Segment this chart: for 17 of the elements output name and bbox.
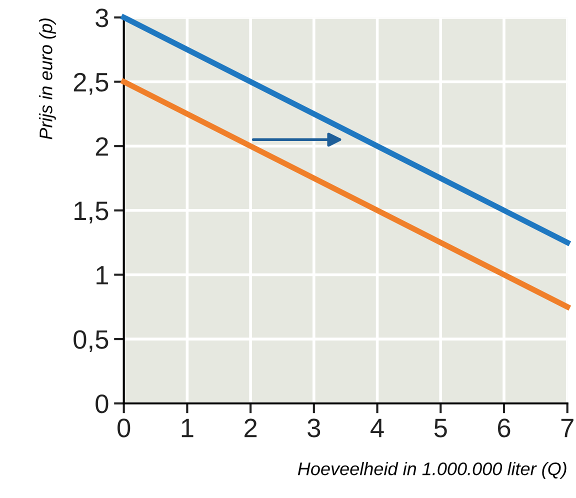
- y-tick-label: 3: [96, 8, 108, 28]
- x-tick-label: 2: [244, 418, 257, 438]
- y-tick-label: 2: [96, 137, 108, 156]
- x-tick-label: 1: [182, 418, 194, 438]
- x-tick-label: 5: [434, 418, 447, 438]
- y-tick-label: 1: [96, 266, 108, 284]
- y-axis-title: Prijs in euro (p): [39, 18, 56, 140]
- x-tick-label: 0: [118, 418, 130, 438]
- y-tick-label: 0,5: [74, 330, 108, 352]
- x-tick-label: 4: [370, 418, 384, 438]
- y-tick-label: 0: [96, 394, 108, 414]
- y-tick-label: 1,5: [74, 202, 108, 224]
- x-tick-label: 3: [308, 418, 320, 438]
- x-axis-title: Hoeveelheid in 1.000.000 liter (Q): [298, 462, 566, 479]
- x-tick-label: 6: [498, 418, 510, 438]
- x-tick-label: 7: [561, 418, 574, 438]
- y-tick-label: 2,5: [74, 72, 108, 95]
